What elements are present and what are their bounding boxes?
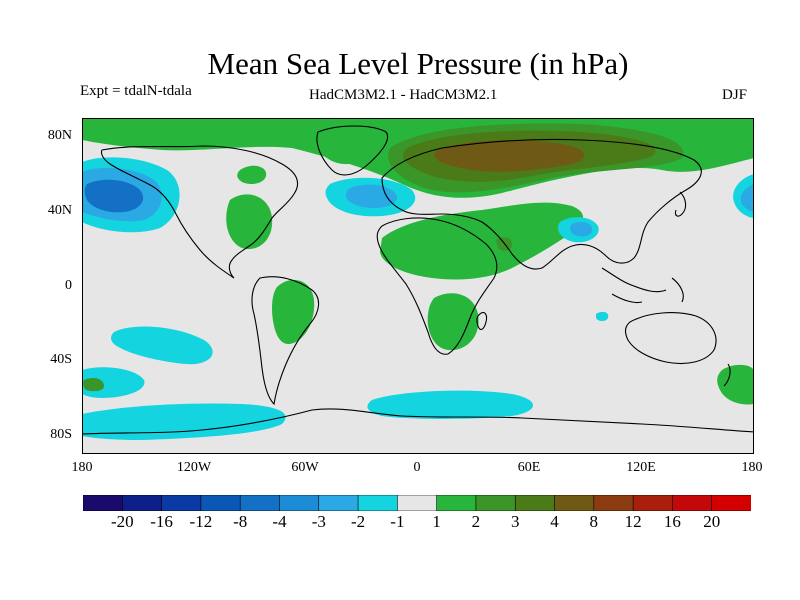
coast-north-america xyxy=(100,145,299,279)
lat-tick-80n: 80N xyxy=(47,128,72,143)
pressure-difference-map xyxy=(82,118,754,454)
coast-greenland xyxy=(316,125,388,176)
colorbar-label: -8 xyxy=(233,512,248,531)
lon-tick-120e: 120E xyxy=(626,460,656,475)
coast-japan xyxy=(674,191,687,217)
contour-southern-africa-positive xyxy=(427,293,479,351)
colorbar-label: -12 xyxy=(189,512,213,531)
colorbar-swatch xyxy=(239,495,281,511)
experiment-label: Expt = tdalN-tdala xyxy=(80,83,192,99)
contour-tasman-positive xyxy=(717,364,754,405)
contour-satlantic-minus1 xyxy=(367,390,534,419)
colorbar-swatch xyxy=(83,495,123,511)
contour-png-minus1 xyxy=(596,311,609,321)
colorbar-swatch xyxy=(397,495,438,511)
lon-tick-60w: 60W xyxy=(291,460,319,475)
colorbar-swatch xyxy=(475,495,516,511)
colorbar-swatch xyxy=(711,495,751,511)
contour-nwpacific-minus2 xyxy=(740,184,754,212)
contour-canada-positive xyxy=(237,165,267,184)
contour-east-us-positive xyxy=(226,194,273,250)
colorbar-label: 4 xyxy=(550,512,559,531)
models-label: HadCM3M2.1 - HadCM3M2.1 xyxy=(309,87,498,103)
contour-npacific-minus3 xyxy=(84,179,144,213)
colorbar-swatch xyxy=(593,495,634,511)
colorbar-swatch xyxy=(279,495,320,511)
lon-tick-180w: 180 xyxy=(71,460,93,475)
colorbar-swatch xyxy=(436,495,477,511)
coast-southeast-asia xyxy=(601,267,684,304)
lon-tick-180e: 180 xyxy=(741,460,763,475)
colorbar-label: 20 xyxy=(703,512,721,531)
coast-africa xyxy=(376,217,498,355)
contour-siberia-8 xyxy=(434,140,585,172)
colorbar xyxy=(83,495,751,511)
colorbar-swatch xyxy=(672,495,713,511)
colorbar-swatch xyxy=(514,495,556,511)
coast-new-zealand xyxy=(723,363,731,387)
contour-greenland-positive xyxy=(318,132,376,165)
lat-tick-40n: 40N xyxy=(47,203,72,218)
coast-australia xyxy=(625,312,717,365)
colorbar-swatch xyxy=(318,495,359,511)
coast-south-america xyxy=(251,276,320,406)
colorbar-label: 16 xyxy=(663,512,681,531)
colorbar-swatch xyxy=(121,495,163,511)
contour-southern-ocean-minus1 xyxy=(82,403,286,440)
coast-madagascar xyxy=(476,311,488,331)
colorbar-label: -4 xyxy=(272,512,287,531)
lon-tick-0: 0 xyxy=(413,460,421,475)
coastlines xyxy=(82,125,754,435)
colorbar-label: 12 xyxy=(624,512,642,531)
colorbar-swatch xyxy=(200,495,241,511)
colorbar-label: -3 xyxy=(311,512,326,531)
colorbar-swatch xyxy=(632,495,674,511)
contour-tibet-minus2 xyxy=(570,221,593,237)
lon-tick-60e: 60E xyxy=(517,460,541,475)
colorbar-label: 2 xyxy=(471,512,481,531)
map-frame xyxy=(82,118,754,454)
coast-eurasia xyxy=(381,138,702,270)
contour-spacific-sw-positive xyxy=(83,378,104,392)
season-label: DJF xyxy=(722,87,748,103)
colorbar-label: 1 xyxy=(432,512,441,531)
colorbar-label: 3 xyxy=(510,512,520,531)
colorbar-swatch xyxy=(554,495,595,511)
colorbar-label: 8 xyxy=(589,512,599,531)
lat-tick-40s: 40S xyxy=(50,352,72,367)
colorbar-label: -2 xyxy=(351,512,366,531)
lat-tick-80s: 80S xyxy=(50,427,72,442)
lon-tick-120w: 120W xyxy=(176,460,212,475)
colorbar-swatch xyxy=(357,495,398,511)
coast-antarctica xyxy=(82,408,754,435)
colorbar-label: -20 xyxy=(110,512,134,531)
contour-south-america-positive xyxy=(272,279,315,344)
colorbar-label: -16 xyxy=(150,512,173,531)
lat-tick-0: 0 xyxy=(65,278,72,293)
contour-spacific-minus1 xyxy=(111,326,213,365)
colorbar-label: -1 xyxy=(390,512,405,531)
map-title: Mean Sea Level Pressure (in hPa) xyxy=(207,46,629,81)
colorbar-swatch xyxy=(161,495,202,511)
